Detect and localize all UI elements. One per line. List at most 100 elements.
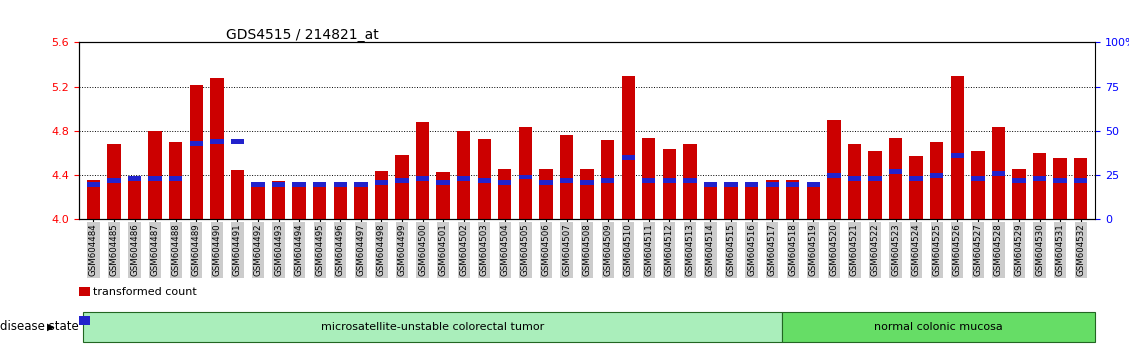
Bar [930,142,944,219]
Bar [107,178,121,183]
Bar [806,182,820,219]
Text: GDS4515 / 214821_at: GDS4515 / 214821_at [226,28,378,42]
Bar [395,178,409,183]
Bar [889,138,902,219]
Bar [951,76,964,219]
Bar [518,127,532,219]
Bar [745,183,759,219]
Bar [951,153,964,158]
Bar [560,136,574,219]
Bar [498,169,511,219]
Bar [415,176,429,181]
Bar [868,176,882,181]
Bar [415,122,429,219]
Bar [478,178,491,183]
Bar [991,171,1005,176]
Bar [457,131,471,219]
Bar [355,182,368,187]
Bar [457,176,471,181]
Bar [169,176,183,181]
Bar [230,170,244,219]
Bar [1053,158,1067,219]
Bar [868,151,882,219]
Bar [313,182,326,187]
Bar [540,180,552,185]
Bar [560,178,574,183]
Bar [642,138,656,219]
Bar [252,183,264,219]
Text: transformed count: transformed count [93,287,196,297]
Bar [292,182,306,187]
Bar [910,156,922,219]
Bar [1013,178,1026,183]
Bar [478,139,491,219]
Bar [210,78,224,219]
Bar [580,169,594,219]
Bar [765,179,779,219]
Bar [272,181,286,219]
Bar [725,183,737,219]
Bar [828,173,841,178]
Bar [663,149,676,219]
Bar [786,179,799,219]
Bar [703,183,717,219]
Bar [375,171,388,219]
Bar [889,169,902,174]
Bar [148,131,161,219]
Bar [1033,176,1047,181]
Text: normal colonic mucosa: normal colonic mucosa [875,321,1004,332]
Text: microsatellite-unstable colorectal tumor: microsatellite-unstable colorectal tumor [321,321,544,332]
Bar [498,180,511,185]
Bar [190,85,203,219]
Bar [991,127,1005,219]
Bar [375,180,388,185]
Bar [87,179,100,219]
Bar [622,76,634,219]
Bar [663,178,676,183]
Bar [786,182,799,187]
Bar [355,182,368,219]
Bar [128,176,141,181]
Bar [848,176,861,181]
Bar [333,182,347,187]
Bar [683,144,697,219]
Bar [107,144,121,219]
Bar [745,182,759,187]
Bar [333,182,347,219]
Bar [148,176,161,181]
Text: disease state: disease state [0,320,79,333]
Bar [230,139,244,144]
Bar [622,155,634,160]
Bar [765,182,779,187]
Bar [848,144,861,219]
Bar [395,155,409,219]
Bar [540,169,552,219]
Text: percentile rank within the sample: percentile rank within the sample [93,315,280,325]
Bar [642,178,656,183]
Bar [971,176,984,181]
Bar [683,178,697,183]
Bar [1053,178,1067,183]
Bar [210,139,224,144]
Bar [252,182,264,187]
Bar [1013,169,1026,219]
Bar [910,176,922,181]
Bar [272,182,286,187]
Bar [971,151,984,219]
Bar [580,180,594,185]
Bar [806,182,820,187]
Bar [601,178,614,183]
Bar [169,142,183,219]
Bar [437,172,449,219]
Bar [518,175,532,179]
Bar [437,180,449,185]
Bar [1033,153,1047,219]
Bar [190,141,203,146]
Bar [313,183,326,219]
Bar [703,182,717,187]
Bar [1074,158,1087,219]
Bar [601,140,614,219]
Bar [292,182,306,219]
Bar [828,120,841,219]
Bar [87,182,100,187]
